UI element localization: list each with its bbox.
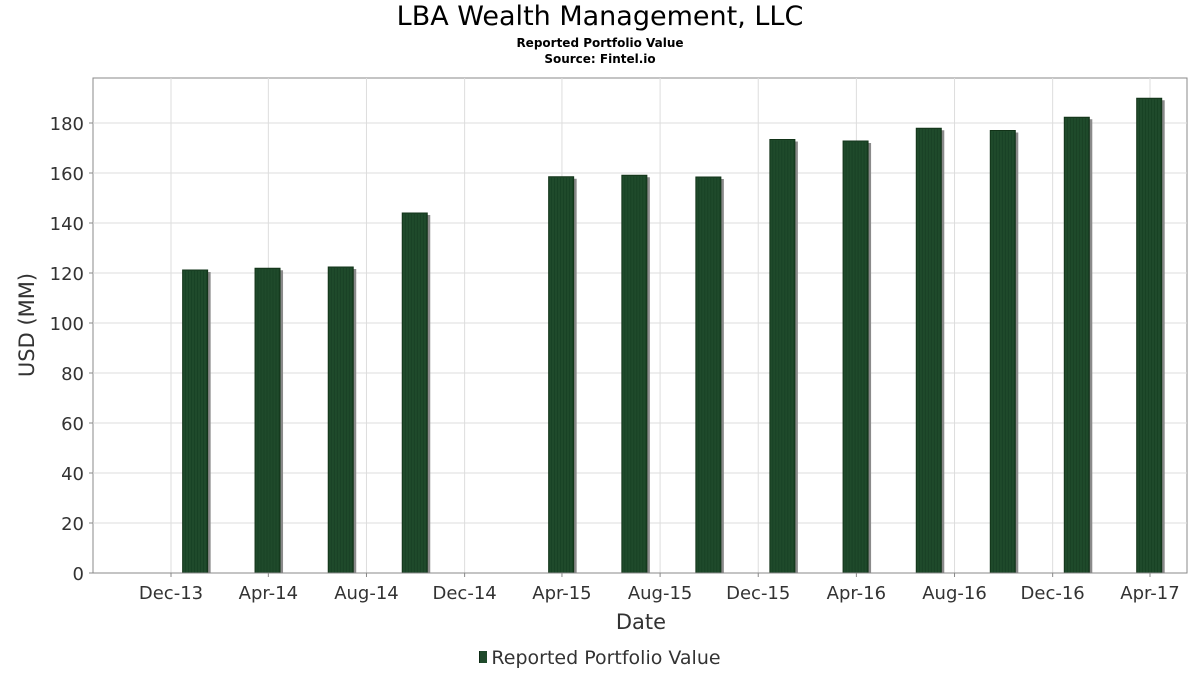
y-axis-label: USD (MM) <box>15 273 39 377</box>
y-tick-label: 180 <box>50 114 84 135</box>
y-tick-label: 60 <box>61 414 84 435</box>
legend-label: Reported Portfolio Value <box>491 647 721 669</box>
y-tick-label: 20 <box>61 514 84 535</box>
y-tick-label: 0 <box>73 564 84 585</box>
y-tick-label: 160 <box>50 164 84 185</box>
x-tick-label: Apr-17 <box>1120 583 1179 604</box>
y-tick-label: 40 <box>61 464 84 485</box>
chart-subtitle: Reported Portfolio Value <box>516 36 684 50</box>
bars <box>182 97 1165 574</box>
x-tick-label: Apr-15 <box>532 583 591 604</box>
x-tick-label: Apr-16 <box>827 583 886 604</box>
x-axis: Dec-13 Apr-14 Aug-14 Dec-14 Apr-15 Aug-15 Dec-… <box>93 572 1187 604</box>
x-tick-label: Apr-14 <box>239 583 298 604</box>
y-tick-label: 100 <box>50 314 84 335</box>
x-tick-label: Dec-13 <box>139 583 203 604</box>
y-axis: 0 20 40 60 80 100 120 140 160 180 <box>50 114 93 585</box>
chart-title: LBA Wealth Management, LLC <box>396 1 804 32</box>
x-tick-label: Dec-14 <box>433 583 497 604</box>
y-tick-label: 140 <box>50 214 84 235</box>
legend: Reported Portfolio Value <box>0 647 1200 669</box>
y-tick-label: 120 <box>50 264 84 285</box>
x-tick-label: Aug-14 <box>334 583 399 604</box>
x-axis-label: Date <box>616 610 666 634</box>
y-tick-label: 80 <box>61 364 84 385</box>
legend-swatch <box>479 651 488 663</box>
chart-source: Source: Fintel.io <box>544 52 656 66</box>
x-tick-label: Aug-16 <box>922 583 987 604</box>
x-tick-label: Dec-16 <box>1021 583 1085 604</box>
x-tick-label: Aug-15 <box>628 583 693 604</box>
x-tick-label: Dec-15 <box>726 583 790 604</box>
